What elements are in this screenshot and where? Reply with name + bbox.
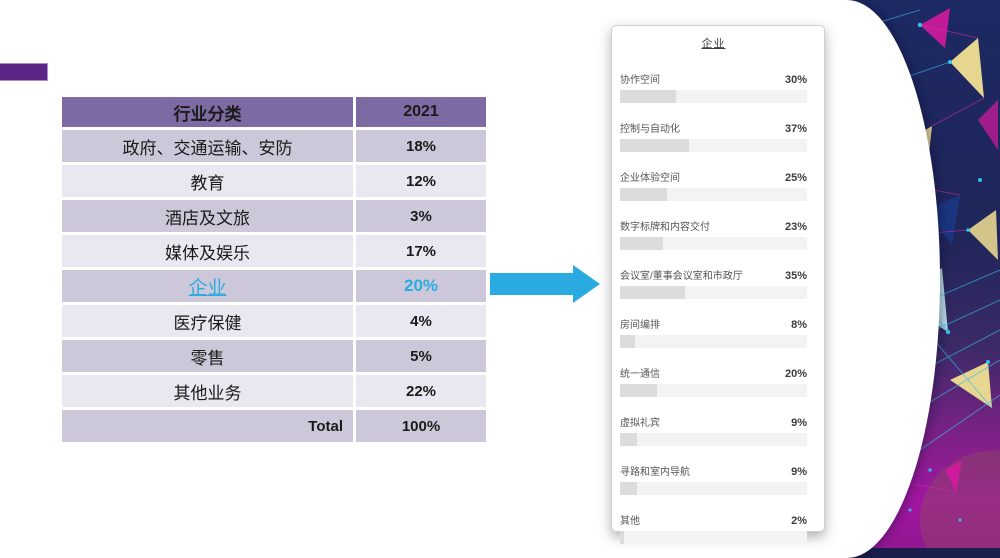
bar-chart-item: 协作空间 30% [620,71,807,103]
bar-item-value: 23% [784,221,807,233]
bar-chart-item: 寻路和室内导航 9% [620,463,807,495]
bar-item-value: 9% [791,466,807,478]
bar-item-label: 企业体验空间 [620,173,680,184]
bar-item-label: 寻路和室内导航 [620,467,690,478]
bar-item-label: 房间编排 [620,320,660,331]
table-row-value: 17% [356,235,486,267]
industry-table: 行业分类 2021 政府、交通运输、安防 18% 教育 12% 酒店及文旅 3%… [62,97,486,442]
bar-chart-item: 虚拟礼宾 9% [620,414,807,446]
bar-track [620,90,807,103]
bar-item-label: 虚拟礼宾 [620,418,660,429]
table-row-label: 医疗保健 [62,305,353,337]
bar-item-label: 数字标牌和内容交付 [620,222,710,233]
bar-item-value: 9% [791,417,807,429]
right-arrow-icon [490,265,600,303]
table-row-value: 5% [356,340,486,372]
bar-track [620,286,807,299]
table-row-value: 100% [356,410,486,442]
bar-fill [620,139,690,152]
bar-chart-item: 房间编排 8% [620,316,807,348]
table-row-label: 其他业务 [62,375,353,407]
bar-track [620,433,807,446]
table-row-value: 18% [356,130,486,162]
bar-item-value: 8% [791,319,807,331]
bar-track [620,531,807,544]
bar-fill [620,237,663,250]
bar-chart-item: 控制与自动化 37% [620,120,807,152]
table-row-label: 政府、交通运输、安防 [62,130,353,162]
bar-fill [620,286,686,299]
table-row-label: 媒体及娱乐 [62,235,353,267]
accent-rectangle [0,63,48,81]
card-title: 企业 [701,38,726,50]
table-row-label: 零售 [62,340,353,372]
bar-fill [620,433,637,446]
bar-item-value: 25% [784,172,807,184]
bar-fill [620,482,637,495]
bar-item-label: 协作空间 [620,75,660,86]
bar-fill [620,531,624,544]
bar-item-label: 会议室/董事会议室和市政厅 [620,271,743,282]
bar-item-label: 控制与自动化 [620,124,680,135]
bar-track [620,384,807,397]
bar-item-value: 35% [784,270,807,282]
table-row-label: 教育 [62,165,353,197]
bar-track [620,482,807,495]
bar-chart-item: 统一通信 20% [620,365,807,397]
table-row-enterprise-link[interactable]: 企业 [62,270,353,302]
bar-item-label: 统一通信 [620,369,660,380]
bar-track [620,188,807,201]
bar-fill [620,384,658,397]
enterprise-breakdown-card: 企业 协作空间 30% 控制与自动化 37% 企业体验空间 25% 数字标牌和内… [611,25,825,544]
bar-track [620,139,807,152]
table-row-value: 12% [356,165,486,197]
table-row-value: 3% [356,200,486,232]
bar-item-value: 20% [784,368,807,380]
bar-item-value: 30% [784,74,807,86]
table-row-value: 4% [356,305,486,337]
bar-item-label: 其他 [620,516,640,527]
bar-chart-item: 其他 2% [620,512,807,544]
bar-fill [620,335,635,348]
table-header-category: 行业分类 [62,97,353,127]
bar-chart: 协作空间 30% 控制与自动化 37% 企业体验空间 25% 数字标牌和内容交付… [620,71,807,544]
bar-track [620,237,807,250]
table-row-label: 酒店及文旅 [62,200,353,232]
table-row-value: 22% [356,375,486,407]
table-row-label: Total [62,410,353,442]
bar-track [620,335,807,348]
table-header-year: 2021 [356,97,486,127]
bar-fill [620,90,677,103]
bar-fill [620,188,667,201]
bar-chart-item: 会议室/董事会议室和市政厅 35% [620,267,807,299]
table-row-value: 20% [356,270,486,302]
bar-item-value: 37% [784,123,807,135]
bar-chart-item: 数字标牌和内容交付 23% [620,218,807,250]
bar-item-value: 2% [791,515,807,527]
bar-chart-item: 企业体验空间 25% [620,169,807,201]
